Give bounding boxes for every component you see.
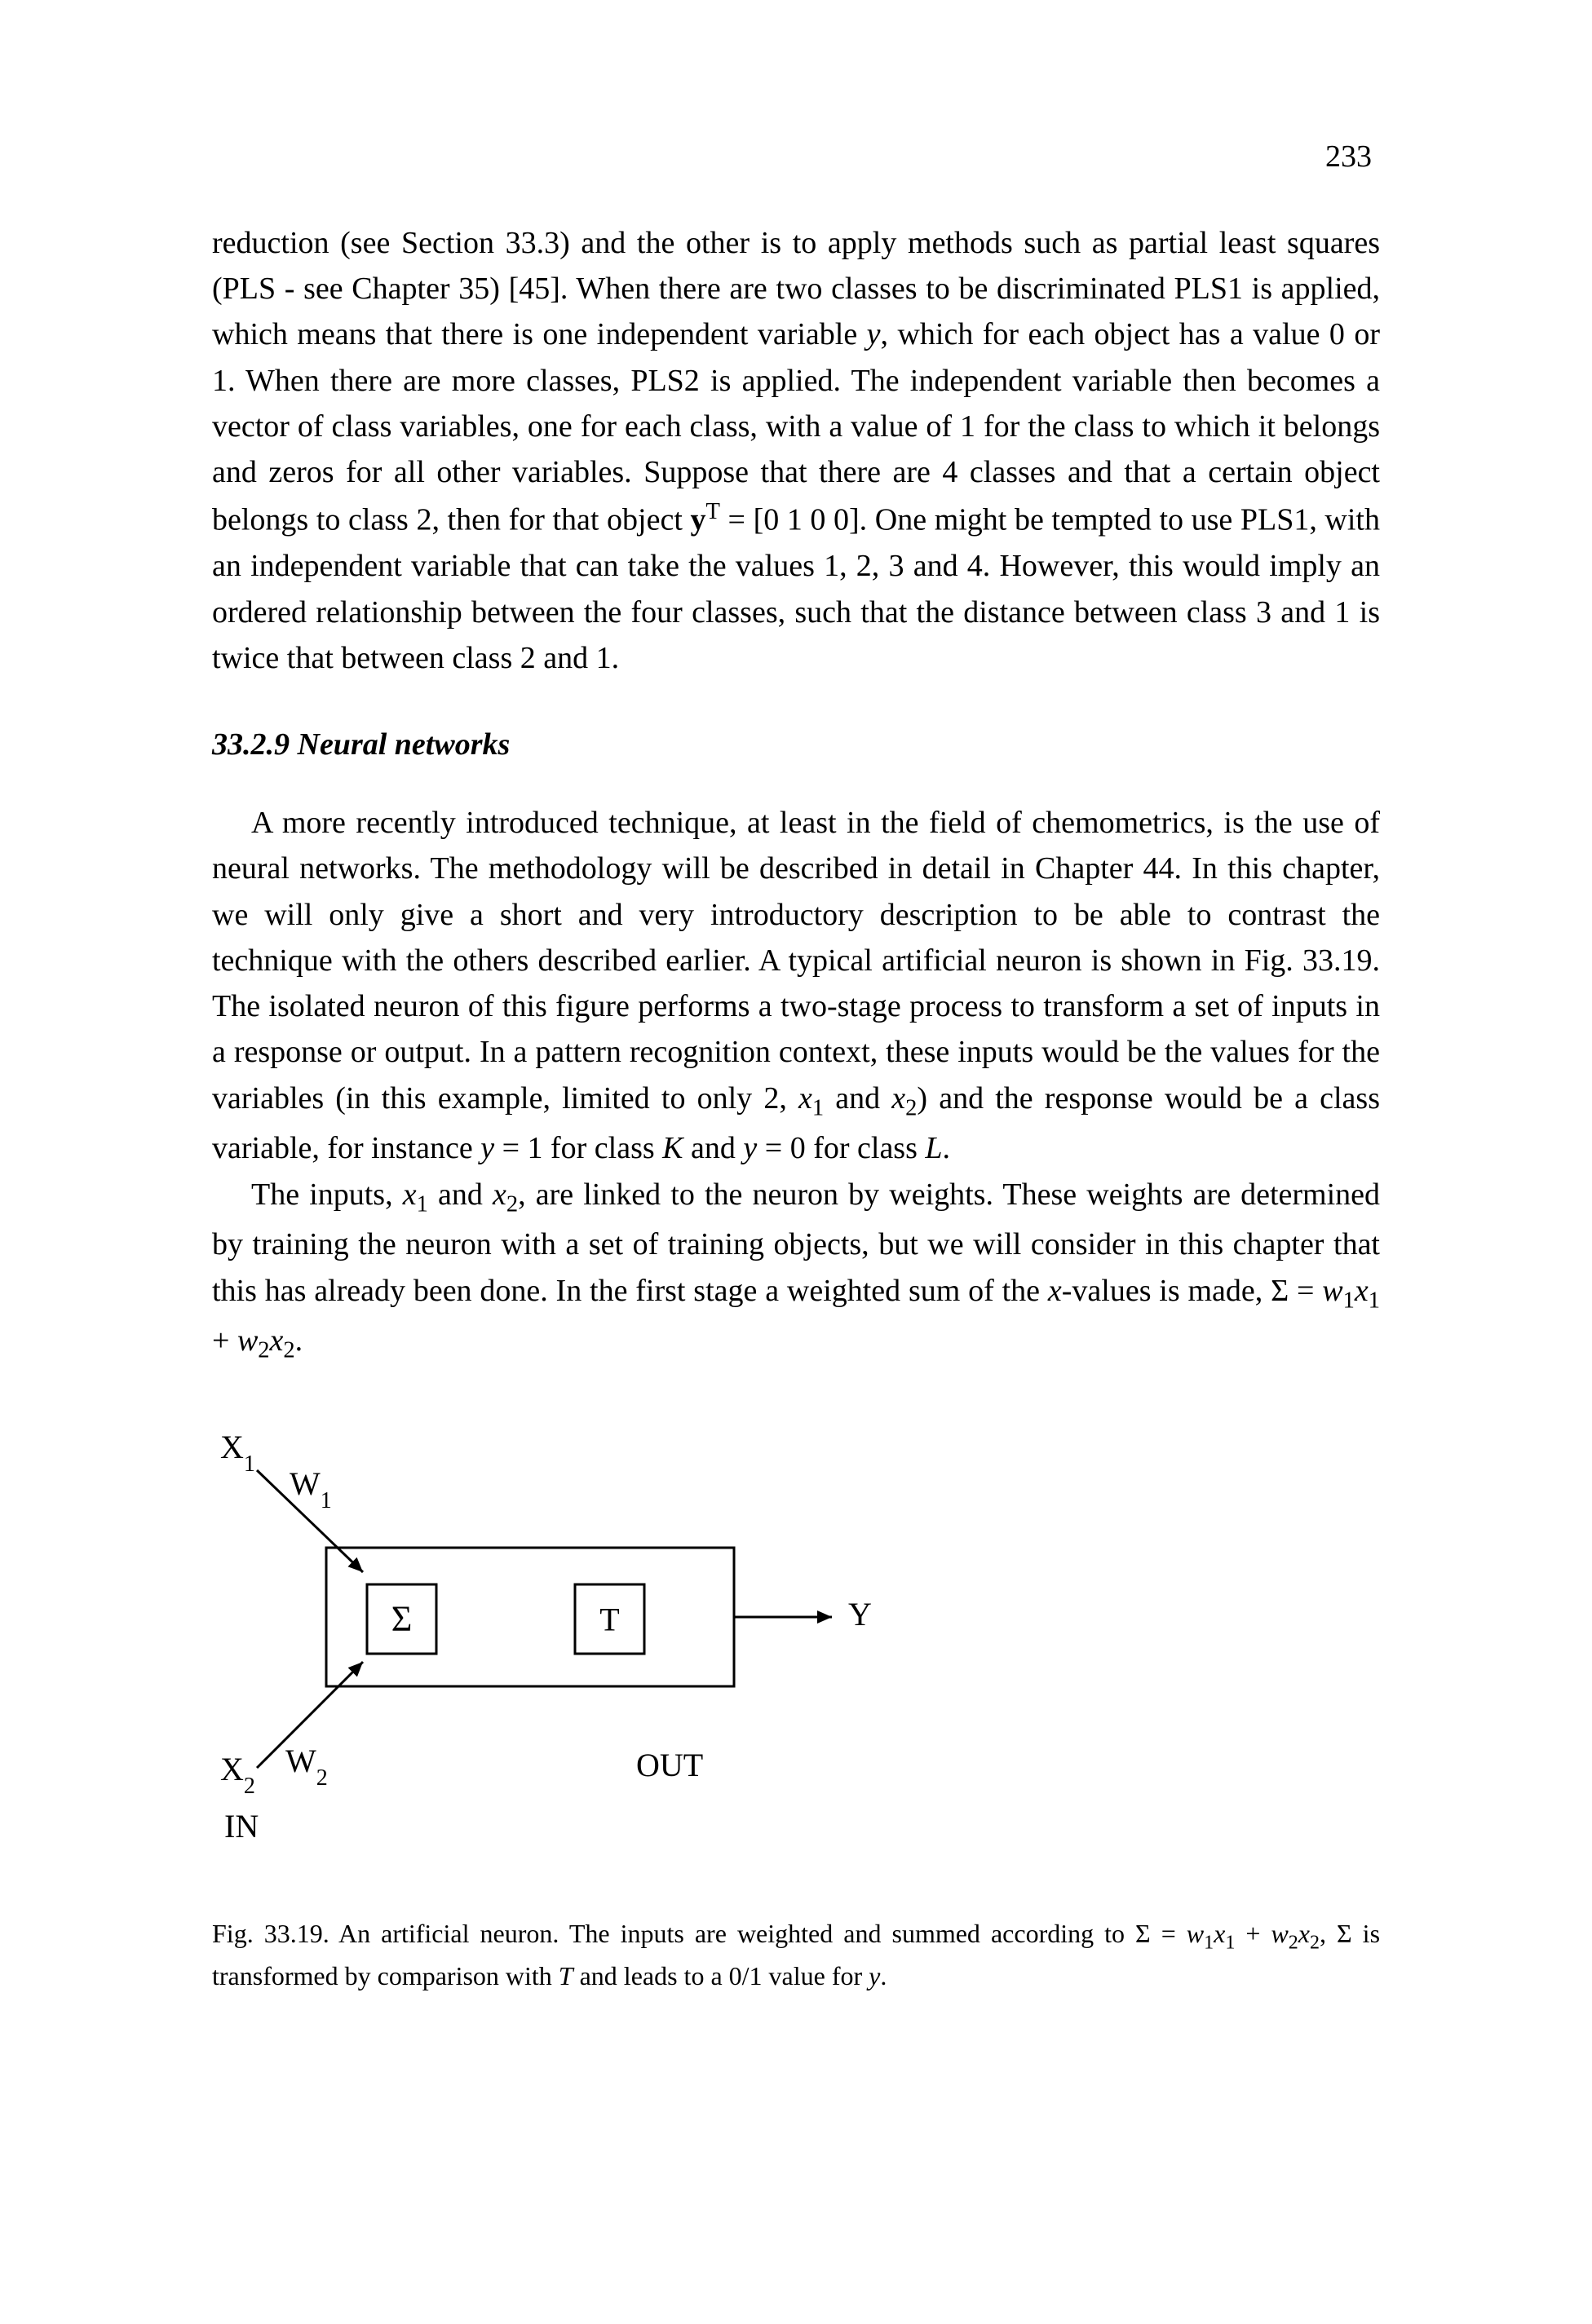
paragraph-1: reduction (see Section 33.3) and the oth…: [212, 220, 1380, 681]
svg-text:IN: IN: [224, 1808, 259, 1845]
svg-text:Σ: Σ: [391, 1599, 413, 1639]
svg-text:W2: W2: [285, 1743, 328, 1791]
paragraph-2: A more recently introduced technique, at…: [212, 800, 1380, 1171]
svg-text:W1: W1: [290, 1465, 332, 1513]
page-number: 233: [1325, 139, 1372, 175]
figure-33-19: Σ T X1 X2 W1 W2 IN OUT Y: [212, 1425, 1354, 1882]
svg-text:OUT: OUT: [636, 1747, 703, 1783]
body-text: reduction (see Section 33.3) and the oth…: [212, 220, 1380, 1995]
section-heading: 33.2.9 Neural networks: [212, 722, 1380, 767]
neuron-diagram: Σ T X1 X2 W1 W2 IN OUT Y: [212, 1425, 946, 1849]
svg-text:X2: X2: [220, 1751, 255, 1799]
page: 233 reduction (see Section 33.3) and the…: [0, 0, 1592, 2324]
figure-caption: Fig. 33.19. An artificial neuron. The in…: [212, 1915, 1380, 1995]
paragraph-3: The inputs, x1 and x2, are linked to the…: [212, 1172, 1380, 1369]
svg-text:T: T: [599, 1602, 619, 1638]
svg-text:X1: X1: [220, 1429, 255, 1477]
svg-text:Y: Y: [848, 1596, 872, 1633]
